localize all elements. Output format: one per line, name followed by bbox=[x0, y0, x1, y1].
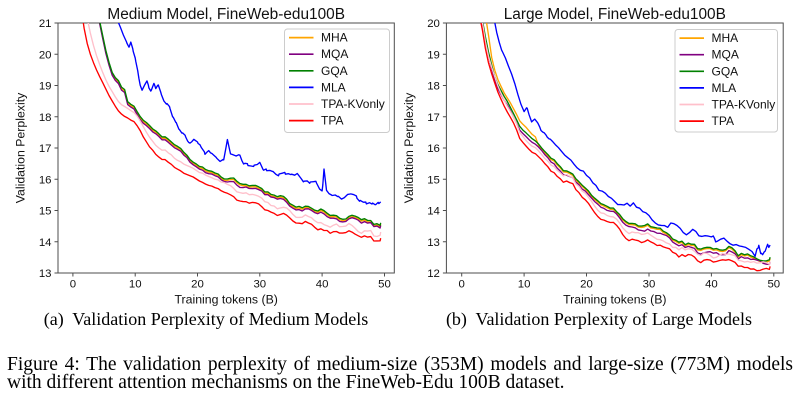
svg-text:0: 0 bbox=[459, 279, 465, 291]
svg-text:MQA: MQA bbox=[712, 48, 739, 62]
svg-text:40: 40 bbox=[316, 279, 329, 291]
svg-text:TPA-KVonly: TPA-KVonly bbox=[321, 97, 385, 111]
svg-text:Training tokens (B): Training tokens (B) bbox=[174, 293, 277, 307]
svg-text:13: 13 bbox=[39, 268, 52, 280]
svg-text:17: 17 bbox=[427, 112, 440, 124]
svg-text:Training tokens (B): Training tokens (B) bbox=[563, 293, 666, 307]
svg-text:15: 15 bbox=[39, 206, 52, 218]
svg-text:MHA: MHA bbox=[712, 31, 739, 45]
svg-text:20: 20 bbox=[427, 18, 440, 30]
svg-text:0: 0 bbox=[70, 279, 76, 291]
svg-text:40: 40 bbox=[705, 279, 718, 291]
svg-text:15: 15 bbox=[427, 174, 440, 186]
svg-text:12: 12 bbox=[427, 268, 440, 280]
svg-text:TPA: TPA bbox=[321, 114, 343, 128]
svg-text:50: 50 bbox=[378, 279, 391, 291]
svg-text:18: 18 bbox=[39, 112, 52, 124]
svg-text:50: 50 bbox=[767, 279, 780, 291]
svg-text:14: 14 bbox=[427, 206, 440, 218]
svg-text:Validation Perplexity: Validation Perplexity bbox=[14, 92, 28, 203]
svg-text:TPA-KVonly: TPA-KVonly bbox=[712, 98, 776, 112]
svg-text:19: 19 bbox=[427, 49, 440, 61]
svg-text:30: 30 bbox=[643, 279, 656, 291]
svg-text:16: 16 bbox=[427, 143, 440, 155]
svg-text:14: 14 bbox=[39, 237, 52, 249]
svg-text:20: 20 bbox=[580, 279, 593, 291]
svg-text:MLA: MLA bbox=[712, 81, 737, 95]
svg-text:17: 17 bbox=[39, 143, 52, 155]
svg-text:GQA: GQA bbox=[321, 64, 348, 78]
svg-text:13: 13 bbox=[427, 237, 440, 249]
svg-text:19: 19 bbox=[39, 81, 52, 93]
svg-text:20: 20 bbox=[39, 49, 52, 61]
svg-text:16: 16 bbox=[39, 174, 52, 186]
svg-text:18: 18 bbox=[427, 81, 440, 93]
svg-text:10: 10 bbox=[518, 279, 531, 291]
svg-text:MHA: MHA bbox=[321, 31, 348, 45]
svg-text:GQA: GQA bbox=[712, 64, 739, 78]
svg-text:30: 30 bbox=[253, 279, 266, 291]
svg-text:21: 21 bbox=[39, 18, 52, 30]
svg-text:Validation Perplexity: Validation Perplexity bbox=[402, 92, 416, 203]
svg-text:TPA: TPA bbox=[712, 114, 734, 128]
svg-text:20: 20 bbox=[191, 279, 204, 291]
svg-text:Medium Model, FineWeb-edu100B: Medium Model, FineWeb-edu100B bbox=[107, 6, 345, 23]
svg-text:MLA: MLA bbox=[321, 80, 346, 94]
svg-text:Large Model, FineWeb-edu100B: Large Model, FineWeb-edu100B bbox=[504, 6, 726, 23]
svg-text:10: 10 bbox=[129, 279, 142, 291]
svg-text:MQA: MQA bbox=[321, 47, 348, 61]
